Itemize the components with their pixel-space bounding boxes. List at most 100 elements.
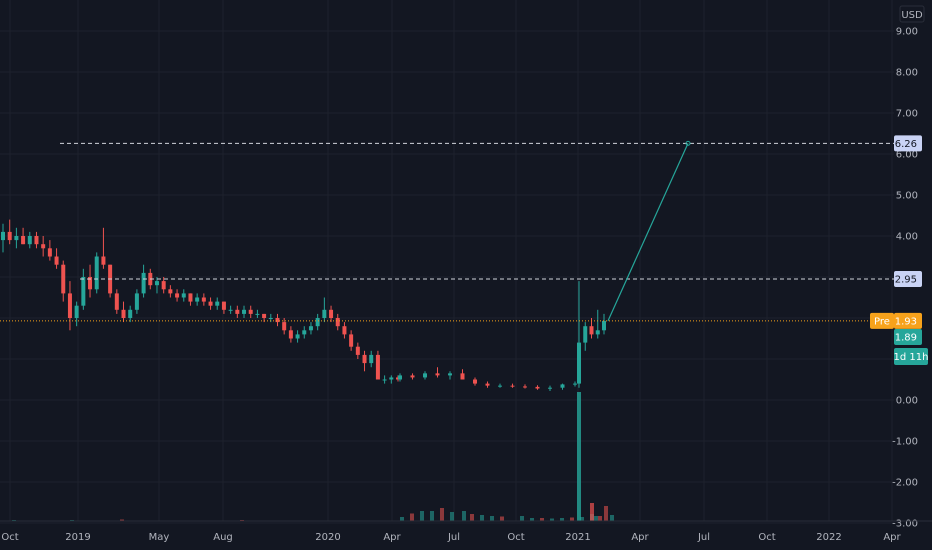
candle[interactable] — [602, 313, 606, 335]
candle[interactable] — [181, 289, 186, 302]
candle[interactable] — [208, 297, 213, 310]
candle[interactable] — [375, 350, 380, 380]
candle[interactable] — [485, 381, 490, 388]
candle[interactable] — [14, 227, 19, 249]
candle[interactable] — [201, 293, 206, 306]
candle[interactable] — [188, 293, 193, 306]
candle[interactable] — [128, 305, 133, 323]
candle[interactable] — [195, 293, 200, 306]
candle[interactable] — [235, 305, 240, 318]
candle[interactable] — [74, 301, 79, 327]
candle[interactable] — [282, 318, 287, 335]
candle-body — [255, 313, 260, 315]
candle[interactable] — [573, 381, 577, 387]
candle[interactable] — [423, 371, 427, 380]
candle[interactable] — [589, 318, 594, 339]
candle[interactable] — [355, 342, 360, 359]
candle[interactable] — [34, 231, 39, 249]
candle-body — [34, 236, 39, 245]
candle[interactable] — [322, 297, 327, 323]
candle-body — [282, 322, 287, 331]
candle-body — [583, 326, 588, 343]
candle[interactable] — [121, 301, 126, 323]
candle[interactable] — [308, 322, 313, 335]
candle[interactable] — [342, 322, 347, 339]
candle-body — [47, 248, 52, 257]
candle[interactable] — [362, 350, 367, 372]
candle-body — [595, 330, 600, 335]
candle[interactable] — [61, 260, 66, 302]
candle[interactable] — [389, 375, 394, 384]
forecast-line[interactable] — [607, 143, 689, 322]
candle[interactable] — [295, 330, 300, 343]
candle[interactable] — [228, 305, 233, 314]
candle[interactable] — [510, 383, 515, 388]
candle[interactable] — [1, 223, 5, 253]
candle[interactable] — [255, 309, 260, 318]
candle[interactable] — [382, 375, 387, 384]
candle[interactable] — [275, 313, 280, 327]
candle[interactable] — [242, 305, 247, 318]
candle-body — [101, 256, 106, 265]
candle[interactable] — [221, 301, 226, 314]
candle[interactable] — [47, 240, 52, 261]
forecast-end-point[interactable] — [685, 140, 691, 146]
candle[interactable] — [473, 377, 477, 386]
candle[interactable] — [448, 371, 452, 380]
candle[interactable] — [435, 367, 440, 378]
candle[interactable] — [215, 297, 220, 310]
candle[interactable] — [560, 383, 565, 390]
candle[interactable] — [460, 369, 465, 380]
candle-body — [248, 309, 253, 314]
candle[interactable] — [535, 385, 540, 390]
candle[interactable] — [175, 289, 180, 302]
candle[interactable] — [67, 281, 72, 331]
candle[interactable] — [288, 326, 293, 343]
candle[interactable] — [154, 277, 159, 294]
candle[interactable] — [369, 350, 374, 368]
candle-body — [460, 373, 465, 380]
candle[interactable] — [161, 277, 166, 294]
candle[interactable] — [141, 264, 146, 298]
volume-bar — [577, 392, 581, 521]
candle[interactable] — [134, 289, 139, 314]
volume-bar — [500, 516, 504, 521]
candle[interactable] — [81, 268, 86, 310]
candle[interactable] — [349, 330, 354, 351]
candle[interactable] — [577, 281, 581, 388]
candle[interactable] — [21, 227, 26, 245]
candle[interactable] — [410, 373, 415, 380]
candle[interactable] — [168, 285, 173, 298]
candle[interactable] — [329, 305, 334, 323]
candle[interactable] — [248, 305, 253, 318]
candle[interactable] — [335, 313, 340, 331]
candle[interactable] — [595, 309, 600, 339]
x-tick-label: 2022 — [816, 532, 841, 543]
candle[interactable] — [88, 264, 93, 298]
candle[interactable] — [498, 383, 502, 388]
candle[interactable] — [315, 313, 320, 331]
candle[interactable] — [114, 289, 119, 314]
candle[interactable] — [94, 252, 99, 294]
candle[interactable] — [548, 385, 552, 391]
x-tick-label: 2019 — [65, 532, 90, 543]
candle[interactable] — [54, 248, 59, 269]
candle[interactable] — [108, 264, 113, 298]
price-level-lines — [60, 140, 894, 280]
candle[interactable] — [27, 231, 32, 249]
candle-body — [288, 330, 293, 339]
candle[interactable] — [41, 236, 46, 257]
candle[interactable] — [583, 322, 588, 351]
candle-body — [114, 293, 119, 310]
candle-body — [228, 309, 233, 311]
candle-body — [302, 330, 307, 335]
candle[interactable] — [398, 373, 402, 382]
candle[interactable] — [101, 227, 106, 269]
candle[interactable] — [7, 219, 12, 245]
currency-box[interactable] — [899, 5, 925, 23]
candle-body — [88, 277, 93, 290]
volume-bar — [530, 518, 534, 521]
candle[interactable] — [523, 384, 527, 389]
candle[interactable] — [302, 326, 307, 339]
